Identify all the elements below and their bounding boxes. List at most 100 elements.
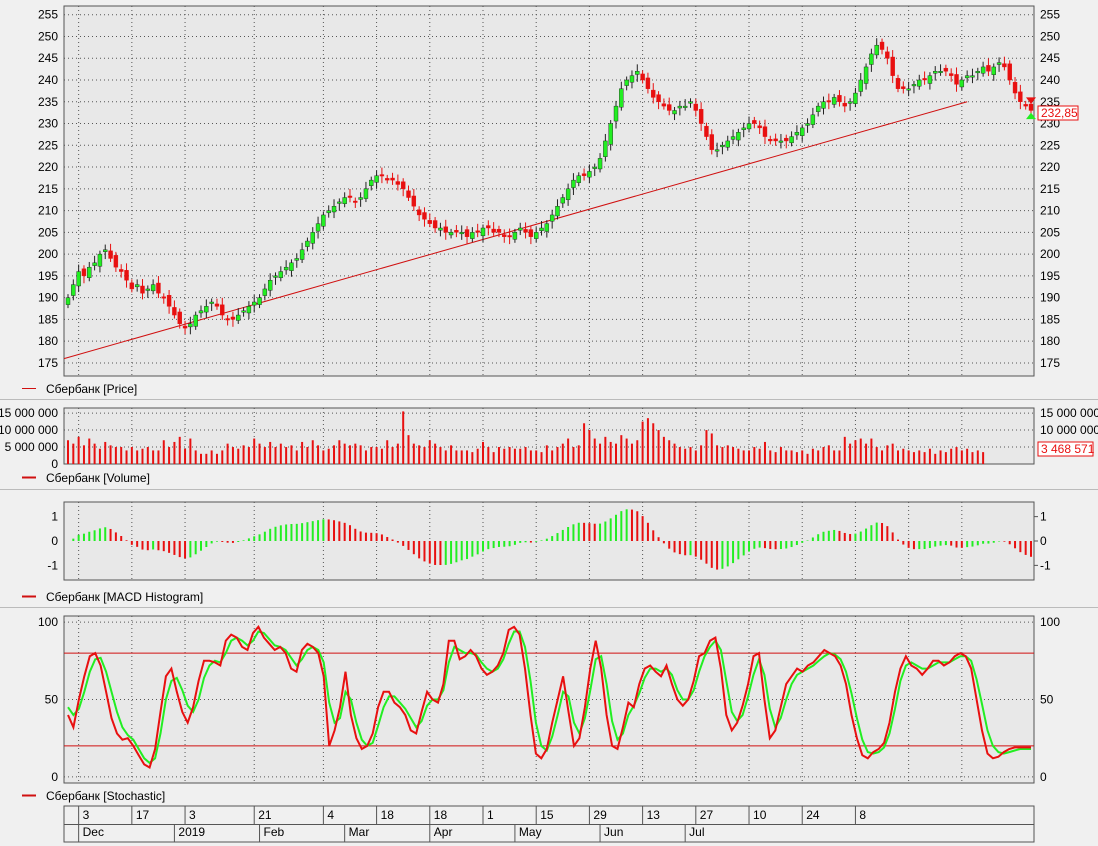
price-tick-left: 255 [38, 8, 58, 22]
candle-body [443, 226, 448, 233]
candle-body [943, 67, 949, 72]
candle-body [310, 232, 315, 244]
day-label: 17 [136, 808, 150, 822]
day-label: 27 [700, 808, 714, 822]
candle-body [815, 105, 821, 112]
candle-body [714, 149, 720, 152]
candle-body [597, 158, 603, 170]
candle-body [885, 51, 890, 59]
price-tick-left: 230 [38, 117, 58, 131]
candle-body [182, 325, 188, 329]
candle-body [390, 177, 395, 181]
last-price-up-arrow [1026, 112, 1036, 120]
candle-body [970, 75, 975, 78]
candle-body [911, 84, 917, 87]
candle-body [236, 314, 241, 321]
candle-body [230, 316, 236, 320]
day-label: 15 [540, 808, 554, 822]
candle-body [331, 206, 337, 213]
candle-body [103, 249, 108, 252]
macd-bars [72, 509, 1032, 570]
candle-body [315, 223, 321, 232]
candle-body [486, 225, 491, 229]
candle-body [986, 65, 991, 72]
candle-body [172, 307, 177, 316]
stochastic-tick-right: 50 [1040, 693, 1054, 707]
candle-body [672, 110, 677, 115]
volume-tick-right: 15 000 000 [1040, 406, 1098, 420]
candle-body [831, 97, 837, 105]
volume-tick-right: 10 000 000 [1040, 423, 1098, 437]
candle-body [252, 301, 257, 306]
candle-body [161, 296, 166, 299]
candle-body [92, 262, 97, 266]
candle-body [108, 250, 113, 259]
month-label: May [519, 825, 542, 839]
candle-body [565, 188, 571, 200]
price-panel[interactable] [63, 5, 1035, 377]
day-label: 10 [753, 808, 767, 822]
candle-body [842, 102, 847, 107]
candle-body [342, 197, 347, 204]
volume-bars [67, 411, 985, 464]
stochastic-tick-left: 0 [51, 770, 58, 784]
candle-body [475, 230, 480, 233]
last-volume-tag-box [1037, 441, 1094, 457]
price-candles [63, 38, 1036, 360]
candle-body [794, 132, 800, 136]
candle-body [113, 255, 119, 268]
volume-tick-left: 10 000 000 [0, 423, 58, 437]
volume-panel[interactable] [63, 407, 1035, 465]
day-label: 29 [593, 808, 607, 822]
price-tick-right: 175 [1040, 356, 1060, 370]
candle-body [299, 249, 305, 260]
month-label: Mar [349, 825, 370, 839]
price-tick-right: 215 [1040, 182, 1060, 196]
candle-body [129, 282, 135, 290]
candle-body [438, 227, 443, 231]
month-label: Apr [434, 825, 453, 839]
candle-body [661, 103, 667, 107]
candle-body [1028, 103, 1034, 111]
macd-panel[interactable] [63, 501, 1035, 581]
candle-body [209, 301, 214, 304]
macd-legend-label: Сбербанк [MACD Histogram] [46, 590, 203, 604]
candle-body [709, 134, 714, 150]
candle-body [363, 188, 369, 199]
price-tick-right: 185 [1040, 312, 1060, 326]
price-tick-left: 215 [38, 182, 58, 196]
candle-body [395, 181, 401, 185]
candle-body [938, 71, 943, 73]
candle-body [459, 232, 464, 235]
candle-body [140, 285, 145, 294]
candle-body [991, 66, 996, 75]
candle-body [640, 73, 645, 81]
price-tick-right: 195 [1040, 269, 1060, 283]
candle-body [337, 201, 342, 204]
candle-body [608, 123, 613, 145]
price-tick-left: 245 [38, 51, 58, 65]
price-tick-right: 220 [1040, 160, 1060, 174]
candle-body [1018, 91, 1023, 102]
candle-body [725, 140, 730, 148]
candle-body [954, 74, 959, 85]
price-tick-right: 225 [1040, 138, 1060, 152]
day-label: 8 [859, 808, 866, 822]
candle-body [645, 77, 651, 89]
day-label: 3 [189, 808, 196, 822]
price-tick-left: 200 [38, 247, 58, 261]
candle-body [1002, 63, 1007, 68]
day-label: 3 [83, 808, 90, 822]
candle-body [624, 79, 629, 86]
candle-body [975, 71, 980, 74]
stochastic-lines [64, 625, 1034, 769]
price-tick-right: 200 [1040, 247, 1060, 261]
price-tick-right: 190 [1040, 291, 1060, 305]
volume-tick-left: 5 000 000 [5, 440, 59, 454]
candle-body [369, 179, 374, 186]
candle-body [528, 229, 534, 237]
candle-body [847, 101, 853, 104]
candle-body [432, 220, 438, 229]
candle-body [496, 229, 502, 233]
